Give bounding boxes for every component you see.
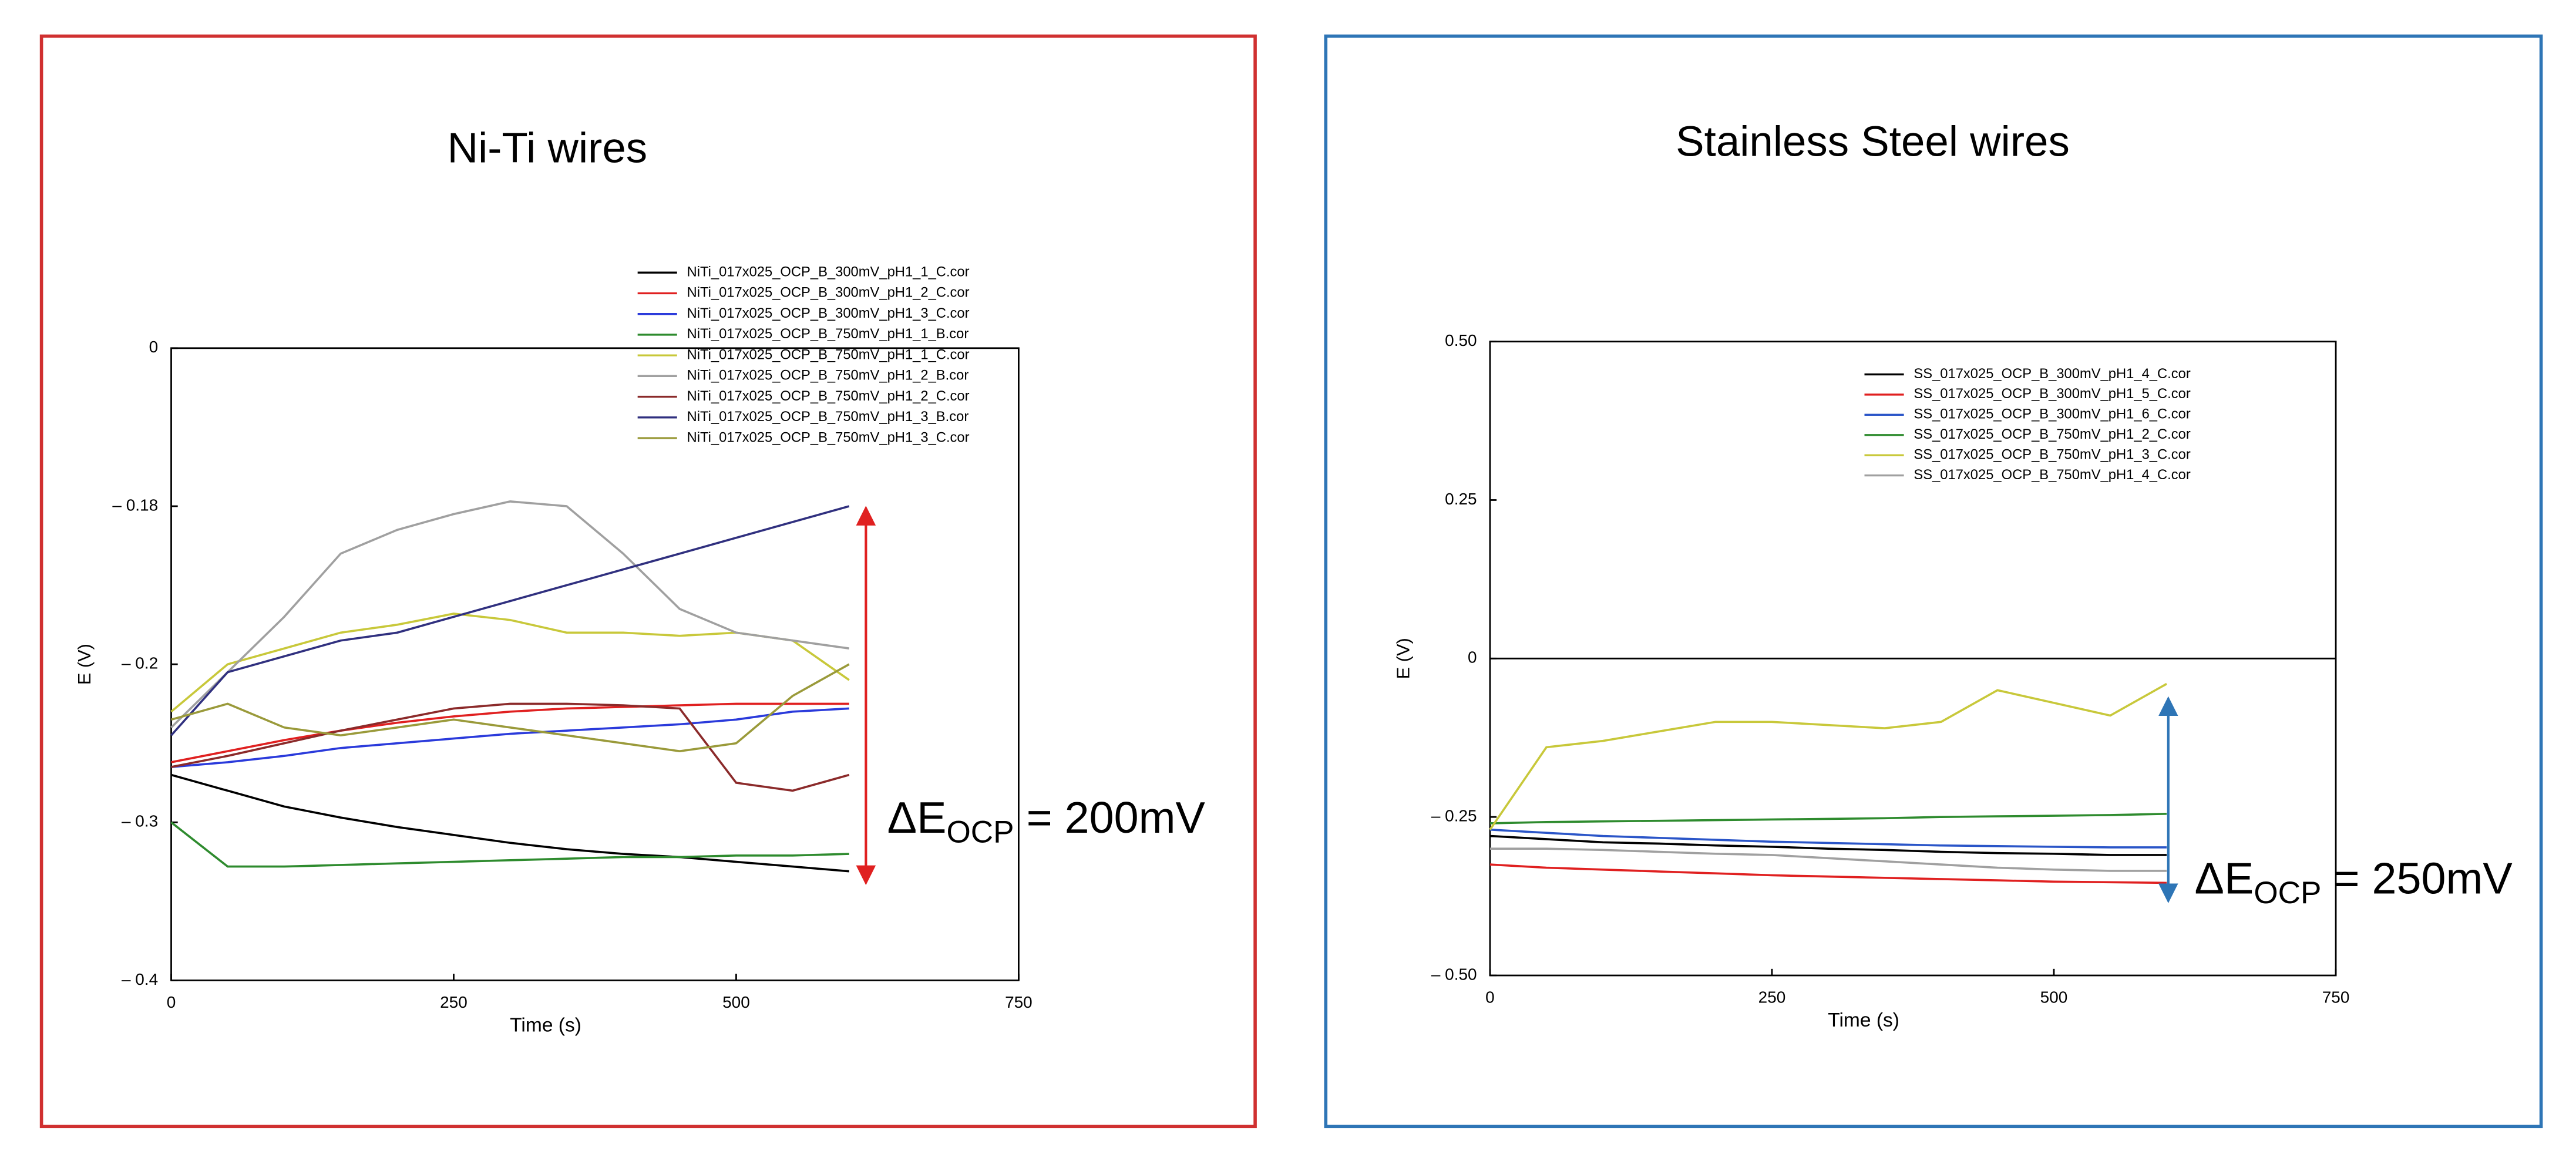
series-line	[1489, 682, 2167, 830]
legend-label: SS_017x025_OCP_B_300mV_pH1_6_C.cor	[1913, 406, 2190, 422]
y-tick-label: – 0.50	[1431, 965, 1477, 983]
chart-title: Stainless Steel wires	[1676, 117, 2070, 165]
x-axis-label: Time (s)	[1828, 1009, 1899, 1031]
x-tick-label: 0	[1485, 988, 1495, 1007]
series-line	[171, 773, 849, 873]
annotation-text: ΔE	[2195, 854, 2254, 903]
legend-label: NiTi_017x025_OCP_B_300mV_pH1_3_C.cor	[687, 305, 970, 321]
annotation-subscript: OCP	[946, 815, 1014, 850]
x-tick-label: 500	[722, 993, 750, 1011]
legend-label: SS_017x025_OCP_B_300mV_pH1_5_C.cor	[1913, 386, 2190, 402]
legend-label: NiTi_017x025_OCP_B_750mV_pH1_2_B.cor	[687, 368, 969, 383]
series-line	[1489, 812, 2167, 825]
x-tick-label: 250	[440, 993, 468, 1011]
legend-label: NiTi_017x025_OCP_B_750mV_pH1_1_B.cor	[687, 326, 969, 342]
y-tick-label: 0	[1468, 648, 1477, 667]
series-line	[171, 702, 850, 792]
legend-label: NiTi_017x025_OCP_B_300mV_pH1_1_C.cor	[687, 264, 970, 280]
panel-frame	[39, 34, 1257, 1129]
series-line	[1489, 834, 2167, 856]
x-tick-label: 750	[2322, 988, 2350, 1007]
series-line	[171, 702, 849, 763]
series-line	[170, 500, 850, 729]
legend-label: NiTi_017x025_OCP_B_300mV_pH1_2_C.cor	[687, 285, 970, 301]
series-line	[171, 663, 850, 752]
x-tick-label: 0	[167, 993, 176, 1011]
annotation-subscript: OCP	[2254, 876, 2321, 910]
annotation-suffix: = 200mV	[1014, 793, 1206, 842]
y-tick-label: 0.50	[1445, 331, 1477, 349]
annotation-text: ΔE	[887, 793, 947, 842]
legend-label: SS_017x025_OCP_B_750mV_pH1_4_C.cor	[1913, 467, 2190, 483]
y-tick-label: – 0.18	[112, 496, 158, 514]
y-tick-label: 0	[149, 338, 159, 356]
x-tick-label: 750	[1005, 993, 1033, 1011]
legend-label: NiTi_017x025_OCP_B_750mV_pH1_1_C.cor	[687, 346, 970, 362]
series-line	[1489, 863, 2167, 884]
y-tick-label: – 0.4	[122, 970, 158, 988]
annotation: ΔEOCP = 250mV	[2195, 854, 2513, 910]
x-axis-label: Time (s)	[510, 1015, 581, 1037]
legend-label: NiTi_017x025_OCP_B_750mV_pH1_2_C.cor	[687, 388, 970, 404]
x-tick-label: 500	[2040, 988, 2068, 1007]
annotation: ΔEOCP = 200mV	[887, 793, 1206, 849]
y-axis-label: E (V)	[74, 644, 95, 685]
series-line	[171, 707, 849, 768]
y-axis-label: E (V)	[1393, 638, 1414, 679]
legend-label: NiTi_017x025_OCP_B_750mV_pH1_3_B.cor	[687, 409, 969, 425]
annotation-suffix: = 250mV	[2321, 854, 2513, 903]
legend-label: SS_017x025_OCP_B_750mV_pH1_2_C.cor	[1913, 426, 2190, 442]
series-line	[170, 821, 849, 868]
panel-frame	[1324, 34, 2543, 1129]
series-line	[1489, 847, 2167, 872]
y-tick-label: 0.25	[1445, 490, 1477, 508]
legend-label: SS_017x025_OCP_B_750mV_pH1_3_C.cor	[1913, 446, 2190, 462]
series-line	[1489, 828, 2167, 849]
x-tick-label: 250	[1758, 988, 1786, 1007]
y-tick-label: – 0.25	[1431, 807, 1477, 825]
y-tick-label: – 0.3	[122, 812, 158, 830]
legend-label: NiTi_017x025_OCP_B_750mV_pH1_3_C.cor	[687, 429, 970, 445]
series-line	[170, 505, 850, 736]
legend-label: SS_017x025_OCP_B_300mV_pH1_4_C.cor	[1913, 366, 2190, 382]
y-tick-label: – 0.2	[122, 654, 158, 672]
chart-title: Ni-Ti wires	[448, 124, 648, 171]
